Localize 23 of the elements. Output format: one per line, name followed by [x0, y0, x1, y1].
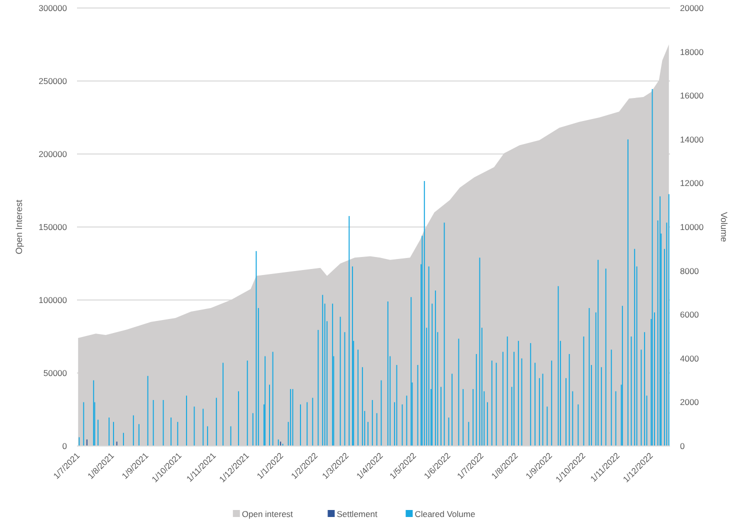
y2-tick-label: 20000 [680, 2, 704, 13]
y2-tick-label: 0 [680, 440, 685, 451]
legend-label: Cleared Volume [414, 508, 476, 519]
y2-tick-label: 10000 [680, 222, 704, 232]
y2-axis-title: Volume [719, 212, 729, 242]
legend-label: Settlement [336, 508, 378, 519]
y2-tick-label: 8000 [680, 266, 700, 276]
y-axis-title: Open Interest [14, 199, 24, 254]
y-tick-label: 0 [62, 440, 68, 451]
y-tick-label: 150000 [38, 222, 68, 232]
y2-tick-label: 2000 [680, 397, 700, 408]
y-tick-label: 200000 [38, 148, 68, 159]
y2-tick-label: 14000 [680, 134, 704, 144]
y2-tick-label: 18000 [680, 46, 704, 57]
y2-tick-label: 4000 [680, 353, 700, 364]
legend-label: Open interest [242, 508, 294, 519]
y-tick-label: 100000 [38, 294, 68, 305]
y-tick-label: 50000 [43, 368, 68, 378]
y2-tick-label: 16000 [680, 90, 704, 101]
y-tick-label: 300000 [38, 2, 68, 13]
y2-tick-label: 12000 [680, 178, 704, 188]
y2-tick-label: 6000 [680, 310, 700, 320]
y-tick-label: 250000 [38, 76, 68, 86]
